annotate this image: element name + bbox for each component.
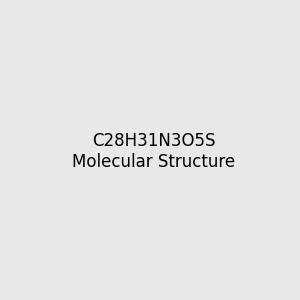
Text: C28H31N3O5S
Molecular Structure: C28H31N3O5S Molecular Structure [72,132,235,171]
